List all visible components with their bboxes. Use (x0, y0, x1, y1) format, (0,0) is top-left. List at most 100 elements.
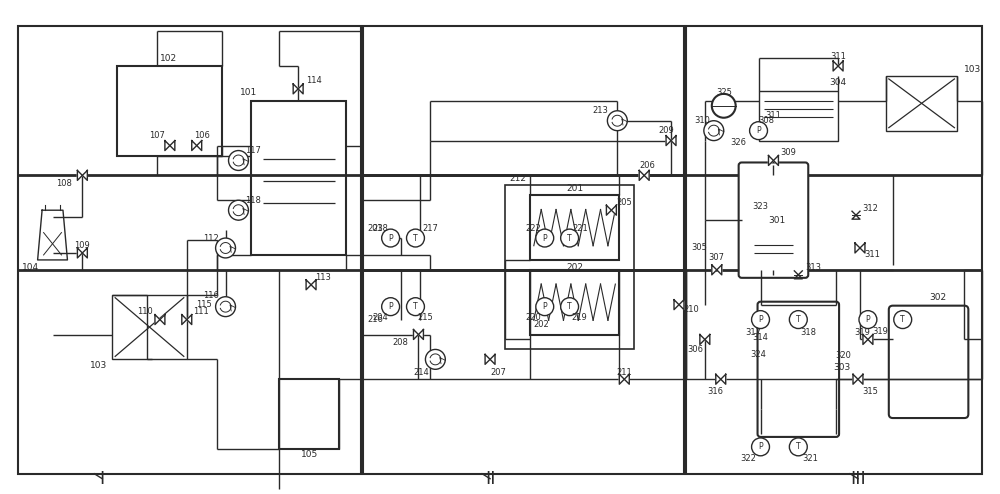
Text: P: P (388, 302, 393, 311)
Polygon shape (306, 280, 311, 290)
Text: 208: 208 (393, 338, 408, 347)
Circle shape (607, 111, 627, 130)
Text: 201: 201 (566, 184, 583, 193)
Text: 213: 213 (592, 106, 608, 115)
Text: 219: 219 (572, 313, 587, 322)
Polygon shape (619, 374, 624, 384)
Circle shape (894, 311, 912, 329)
Circle shape (229, 151, 248, 170)
Text: 222: 222 (525, 224, 541, 233)
Text: 313: 313 (805, 263, 821, 272)
Circle shape (425, 349, 445, 370)
Text: 103: 103 (90, 361, 107, 370)
Text: 217: 217 (422, 224, 438, 233)
Text: 104: 104 (22, 263, 39, 272)
Text: 221: 221 (573, 224, 588, 233)
Text: II: II (485, 470, 495, 488)
Polygon shape (413, 329, 418, 339)
Polygon shape (639, 170, 644, 180)
Text: 218: 218 (373, 224, 389, 233)
Polygon shape (773, 156, 778, 165)
Text: 312: 312 (862, 204, 878, 213)
Text: P: P (756, 126, 761, 135)
Text: 101: 101 (240, 88, 257, 97)
Circle shape (752, 311, 769, 329)
Polygon shape (853, 374, 858, 384)
Polygon shape (77, 170, 82, 180)
Circle shape (712, 94, 736, 118)
FancyBboxPatch shape (758, 302, 839, 437)
Text: 110: 110 (137, 307, 153, 316)
Text: 318: 318 (800, 328, 816, 337)
Text: 319: 319 (854, 328, 870, 337)
Text: 118: 118 (245, 196, 261, 205)
Text: 302: 302 (929, 293, 946, 302)
Text: 103: 103 (964, 65, 981, 74)
Text: T: T (567, 234, 572, 243)
Text: 214: 214 (414, 368, 429, 377)
Polygon shape (293, 84, 298, 94)
Text: 202: 202 (534, 320, 550, 329)
Circle shape (789, 438, 807, 456)
Text: 311: 311 (864, 250, 880, 259)
Text: 311: 311 (830, 51, 846, 61)
Text: 306: 306 (687, 345, 703, 354)
Text: 323: 323 (753, 202, 769, 211)
Circle shape (216, 297, 235, 317)
Text: III: III (850, 470, 866, 488)
Circle shape (382, 229, 400, 247)
Polygon shape (182, 315, 187, 325)
Text: 309: 309 (780, 148, 796, 157)
Text: 325: 325 (716, 88, 732, 97)
Polygon shape (855, 243, 860, 253)
Text: P: P (866, 315, 870, 324)
Circle shape (704, 121, 724, 141)
Polygon shape (721, 374, 726, 384)
Text: 211: 211 (616, 368, 632, 377)
Polygon shape (490, 354, 495, 365)
Polygon shape (838, 61, 843, 71)
Text: 111: 111 (193, 307, 209, 316)
Circle shape (407, 298, 424, 316)
Text: 220: 220 (525, 313, 541, 322)
Text: 209: 209 (658, 126, 674, 135)
Polygon shape (606, 205, 611, 215)
Text: 303: 303 (833, 363, 851, 372)
Bar (505, 185, 634, 349)
Text: 215: 215 (418, 313, 433, 322)
FancyBboxPatch shape (889, 306, 968, 418)
Text: 301: 301 (768, 216, 785, 225)
Polygon shape (82, 170, 87, 180)
Bar (530, 270, 619, 334)
Bar (686, 26, 982, 474)
Polygon shape (705, 334, 710, 344)
Text: 326: 326 (731, 138, 747, 147)
Polygon shape (712, 265, 717, 275)
Text: T: T (900, 315, 905, 324)
Text: 310: 310 (694, 116, 710, 125)
Text: 212: 212 (509, 174, 526, 183)
Polygon shape (160, 315, 165, 325)
Polygon shape (717, 265, 722, 275)
Text: P: P (542, 234, 547, 243)
Bar (279, 379, 339, 449)
Text: 216: 216 (368, 315, 384, 324)
Polygon shape (298, 84, 303, 94)
Text: T: T (796, 315, 801, 324)
Polygon shape (165, 141, 170, 151)
Text: 102: 102 (160, 53, 177, 63)
Polygon shape (82, 248, 87, 258)
Polygon shape (700, 334, 705, 344)
FancyBboxPatch shape (739, 163, 808, 278)
Polygon shape (863, 334, 868, 344)
Text: 105: 105 (300, 451, 318, 459)
Polygon shape (311, 280, 316, 290)
Polygon shape (716, 374, 721, 384)
Bar (530, 195, 619, 260)
Polygon shape (624, 374, 629, 384)
Polygon shape (644, 170, 649, 180)
Text: 106: 106 (194, 131, 210, 140)
Text: 317: 317 (746, 328, 762, 337)
Polygon shape (418, 329, 423, 339)
Polygon shape (674, 300, 679, 310)
